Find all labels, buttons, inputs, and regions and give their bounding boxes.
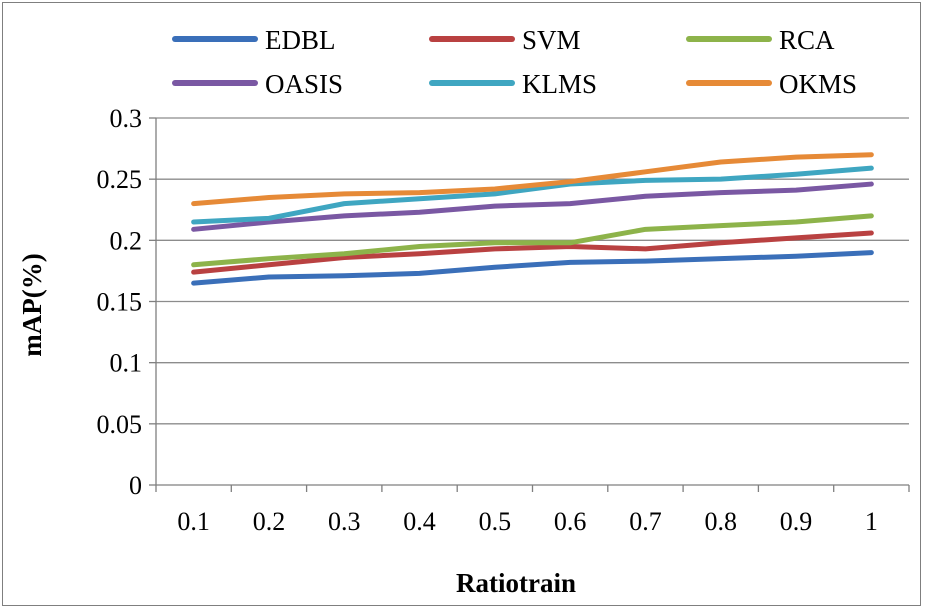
gridlines [156,117,909,425]
x-tick-label: 0.9 [780,507,813,536]
y-tick-label: 0.15 [97,288,143,317]
x-tick-label: 0.7 [629,507,662,536]
series-line-oasis [191,181,874,232]
series-lines [191,152,874,286]
legend: EDBL SVM RCA OASIS KLMS OKMS [172,25,857,99]
x-tick-label: 0.4 [403,507,436,536]
legend-label: RCA [779,25,835,55]
y-tick-label: 0.1 [110,349,143,378]
series-line-klms [191,165,874,225]
y-tick-label: 0.2 [110,226,143,255]
series-line-svm [191,230,874,275]
x-tick-label: 0.5 [479,507,512,536]
x-axis-title: Ratiotrain [456,568,576,598]
axes: 0 0.05 0.1 0.15 0.2 0.25 0.3 0.1 0.2 0.3 0.4 0.5 0.6… [97,104,910,536]
x-tick-label: 0.3 [328,507,361,536]
x-tick-label: 0.6 [554,507,587,536]
legend-label: OKMS [779,69,857,99]
x-tick-label: 1 [865,507,878,536]
series-line-okms [191,152,874,207]
y-tick-label: 0.05 [97,410,143,439]
y-tick-label: 0.25 [97,165,143,194]
x-tick-label: 0.2 [253,507,286,536]
series-line-edbl [191,250,874,286]
y-axis-title: mAP(%) [17,253,47,356]
legend-label: OASIS [265,69,343,99]
y-tick-label: 0 [129,471,142,500]
legend-label: EDBL [265,25,336,55]
line-chart: 0 0.05 0.1 0.15 0.2 0.25 0.3 0.1 0.2 0.3 0.4 0.5 0.6… [17,25,910,598]
x-tick-label: 0.1 [177,507,210,536]
legend-label: KLMS [522,69,597,99]
x-tick-label: 0.8 [705,507,738,536]
y-tick-label: 0.3 [110,104,143,133]
series-line-rca [191,213,874,268]
legend-label: SVM [522,25,581,55]
